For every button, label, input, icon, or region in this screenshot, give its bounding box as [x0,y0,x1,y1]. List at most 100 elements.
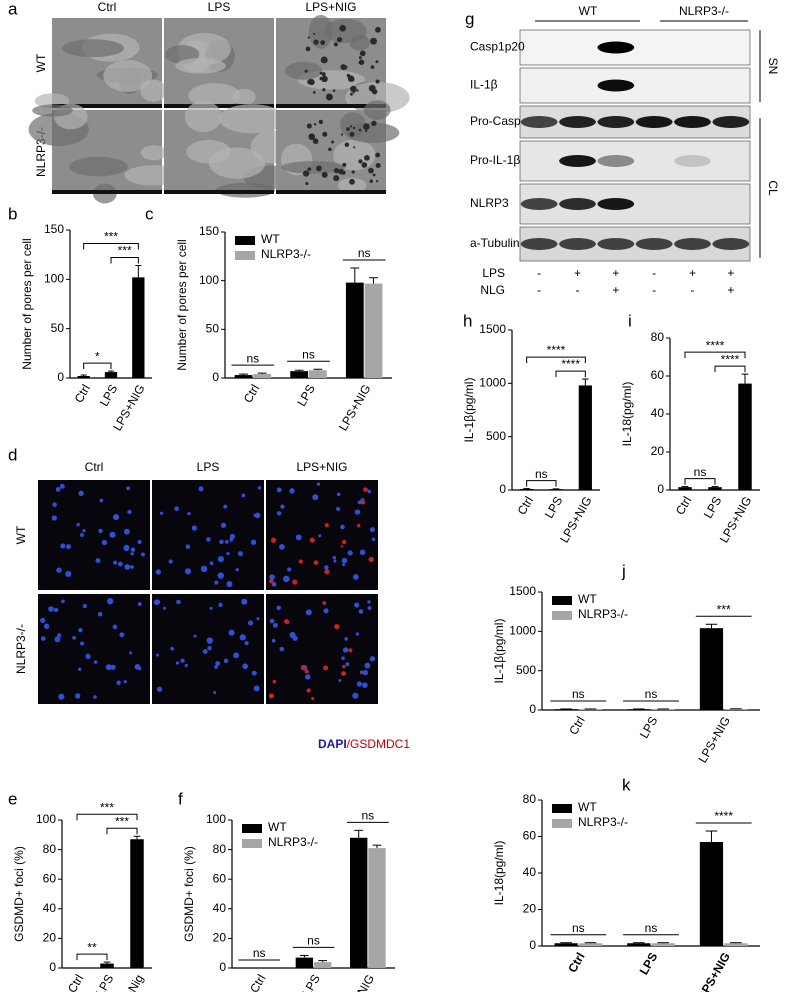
nucleus [130,552,134,556]
significance-label: * [95,349,100,363]
scale-strip [52,104,162,108]
nucleus [250,539,257,545]
y-tick-label: 60 [43,871,57,885]
y-tick-label: 100 [206,812,226,826]
legend-swatch [552,804,572,813]
y-tick-label: 1000 [509,624,536,638]
nucleus [354,602,360,608]
nucleus [137,666,142,671]
band-label: Pro-Casp [470,114,521,128]
nucleus [214,665,218,669]
row-label: NLRP3-/- [14,624,28,674]
pore [312,138,319,144]
x-tick-label: LPS+NIG [336,382,374,433]
nucleus [185,544,191,549]
pore [320,56,328,64]
bar [308,370,327,378]
blot-group: NLRP3-/- [679,4,729,18]
nucleus [159,511,164,515]
pore [372,173,376,177]
band-label: a-Tubulin [470,236,520,250]
nucleus [170,646,174,651]
pore [333,42,338,47]
x-tick-label: LPS+NIG [695,950,733,992]
y-tick-label: 1500 [479,322,506,336]
nucleus [218,602,223,608]
nucleus [123,680,127,684]
bar [130,839,144,968]
pore [349,178,355,185]
column-header: Ctrl [85,460,104,474]
nucleus [342,647,349,653]
nucleus [175,661,180,665]
treatment-sign: + [727,283,734,297]
nucleus [126,486,131,491]
x-tick-label: LPS [542,494,565,521]
blot-band [520,238,558,250]
scale-strip [164,104,274,108]
fraction-label: SN [766,58,780,75]
nucleus [367,600,371,604]
nucleus [279,646,285,652]
nucleus [187,511,191,516]
pore [375,60,379,64]
gsdmd-focus [368,556,374,563]
nucleus [279,544,285,550]
nucleus [233,652,240,659]
nucleus [80,641,85,646]
blot-band [597,238,635,250]
legend-label: WT [578,800,597,814]
y-axis-label: Number of pores per cell [175,239,189,370]
gsdmd-focus [361,671,364,674]
pore [346,127,350,131]
nucleus [184,663,188,668]
nucleus [333,559,337,563]
bar [295,957,314,968]
nucleus [271,638,276,643]
pore [312,91,316,94]
gsdmd-focus [270,537,277,543]
legend-swatch [552,596,572,605]
bar [350,837,368,968]
significance-bracket [684,351,746,359]
column-header: Ctrl [98,0,117,14]
pore [375,152,381,158]
blot-strip [519,183,751,225]
gsdmd-focus [323,665,329,671]
pore [305,182,309,186]
significance-label: *** [100,800,114,814]
nucleus [276,487,282,493]
bar [345,282,364,378]
gsdmd-focus [298,559,303,564]
treatment-sign: + [612,283,619,297]
bar [132,277,145,378]
significance-label: **** [706,338,725,352]
bar [627,709,651,710]
nucleus [76,522,80,527]
nucleus [137,602,142,606]
significance-label: *** [104,230,118,244]
significance-label: ns [694,465,707,479]
pore [307,36,310,39]
x-tick-label: LPS [299,972,322,992]
nucleus [347,550,353,556]
significance-label: ns [572,687,585,701]
legend-swatch [552,819,572,828]
pore [359,50,366,57]
nucleus [289,488,295,494]
x-tick-label: LPS+NIG [340,972,378,992]
bar [724,709,748,710]
gsdmd-focus [334,624,340,630]
nucleus [324,565,329,570]
bar [368,848,386,968]
treatment-sign: - [691,283,695,297]
nucleus [55,487,61,492]
y-tick-label: 80 [213,842,227,856]
pore [344,142,350,148]
nucleus [123,544,130,552]
nucleus [247,620,254,626]
nucleus [280,504,285,509]
y-axis-label: IL-1β(pg/ml) [492,619,506,684]
nucleus [323,608,329,614]
